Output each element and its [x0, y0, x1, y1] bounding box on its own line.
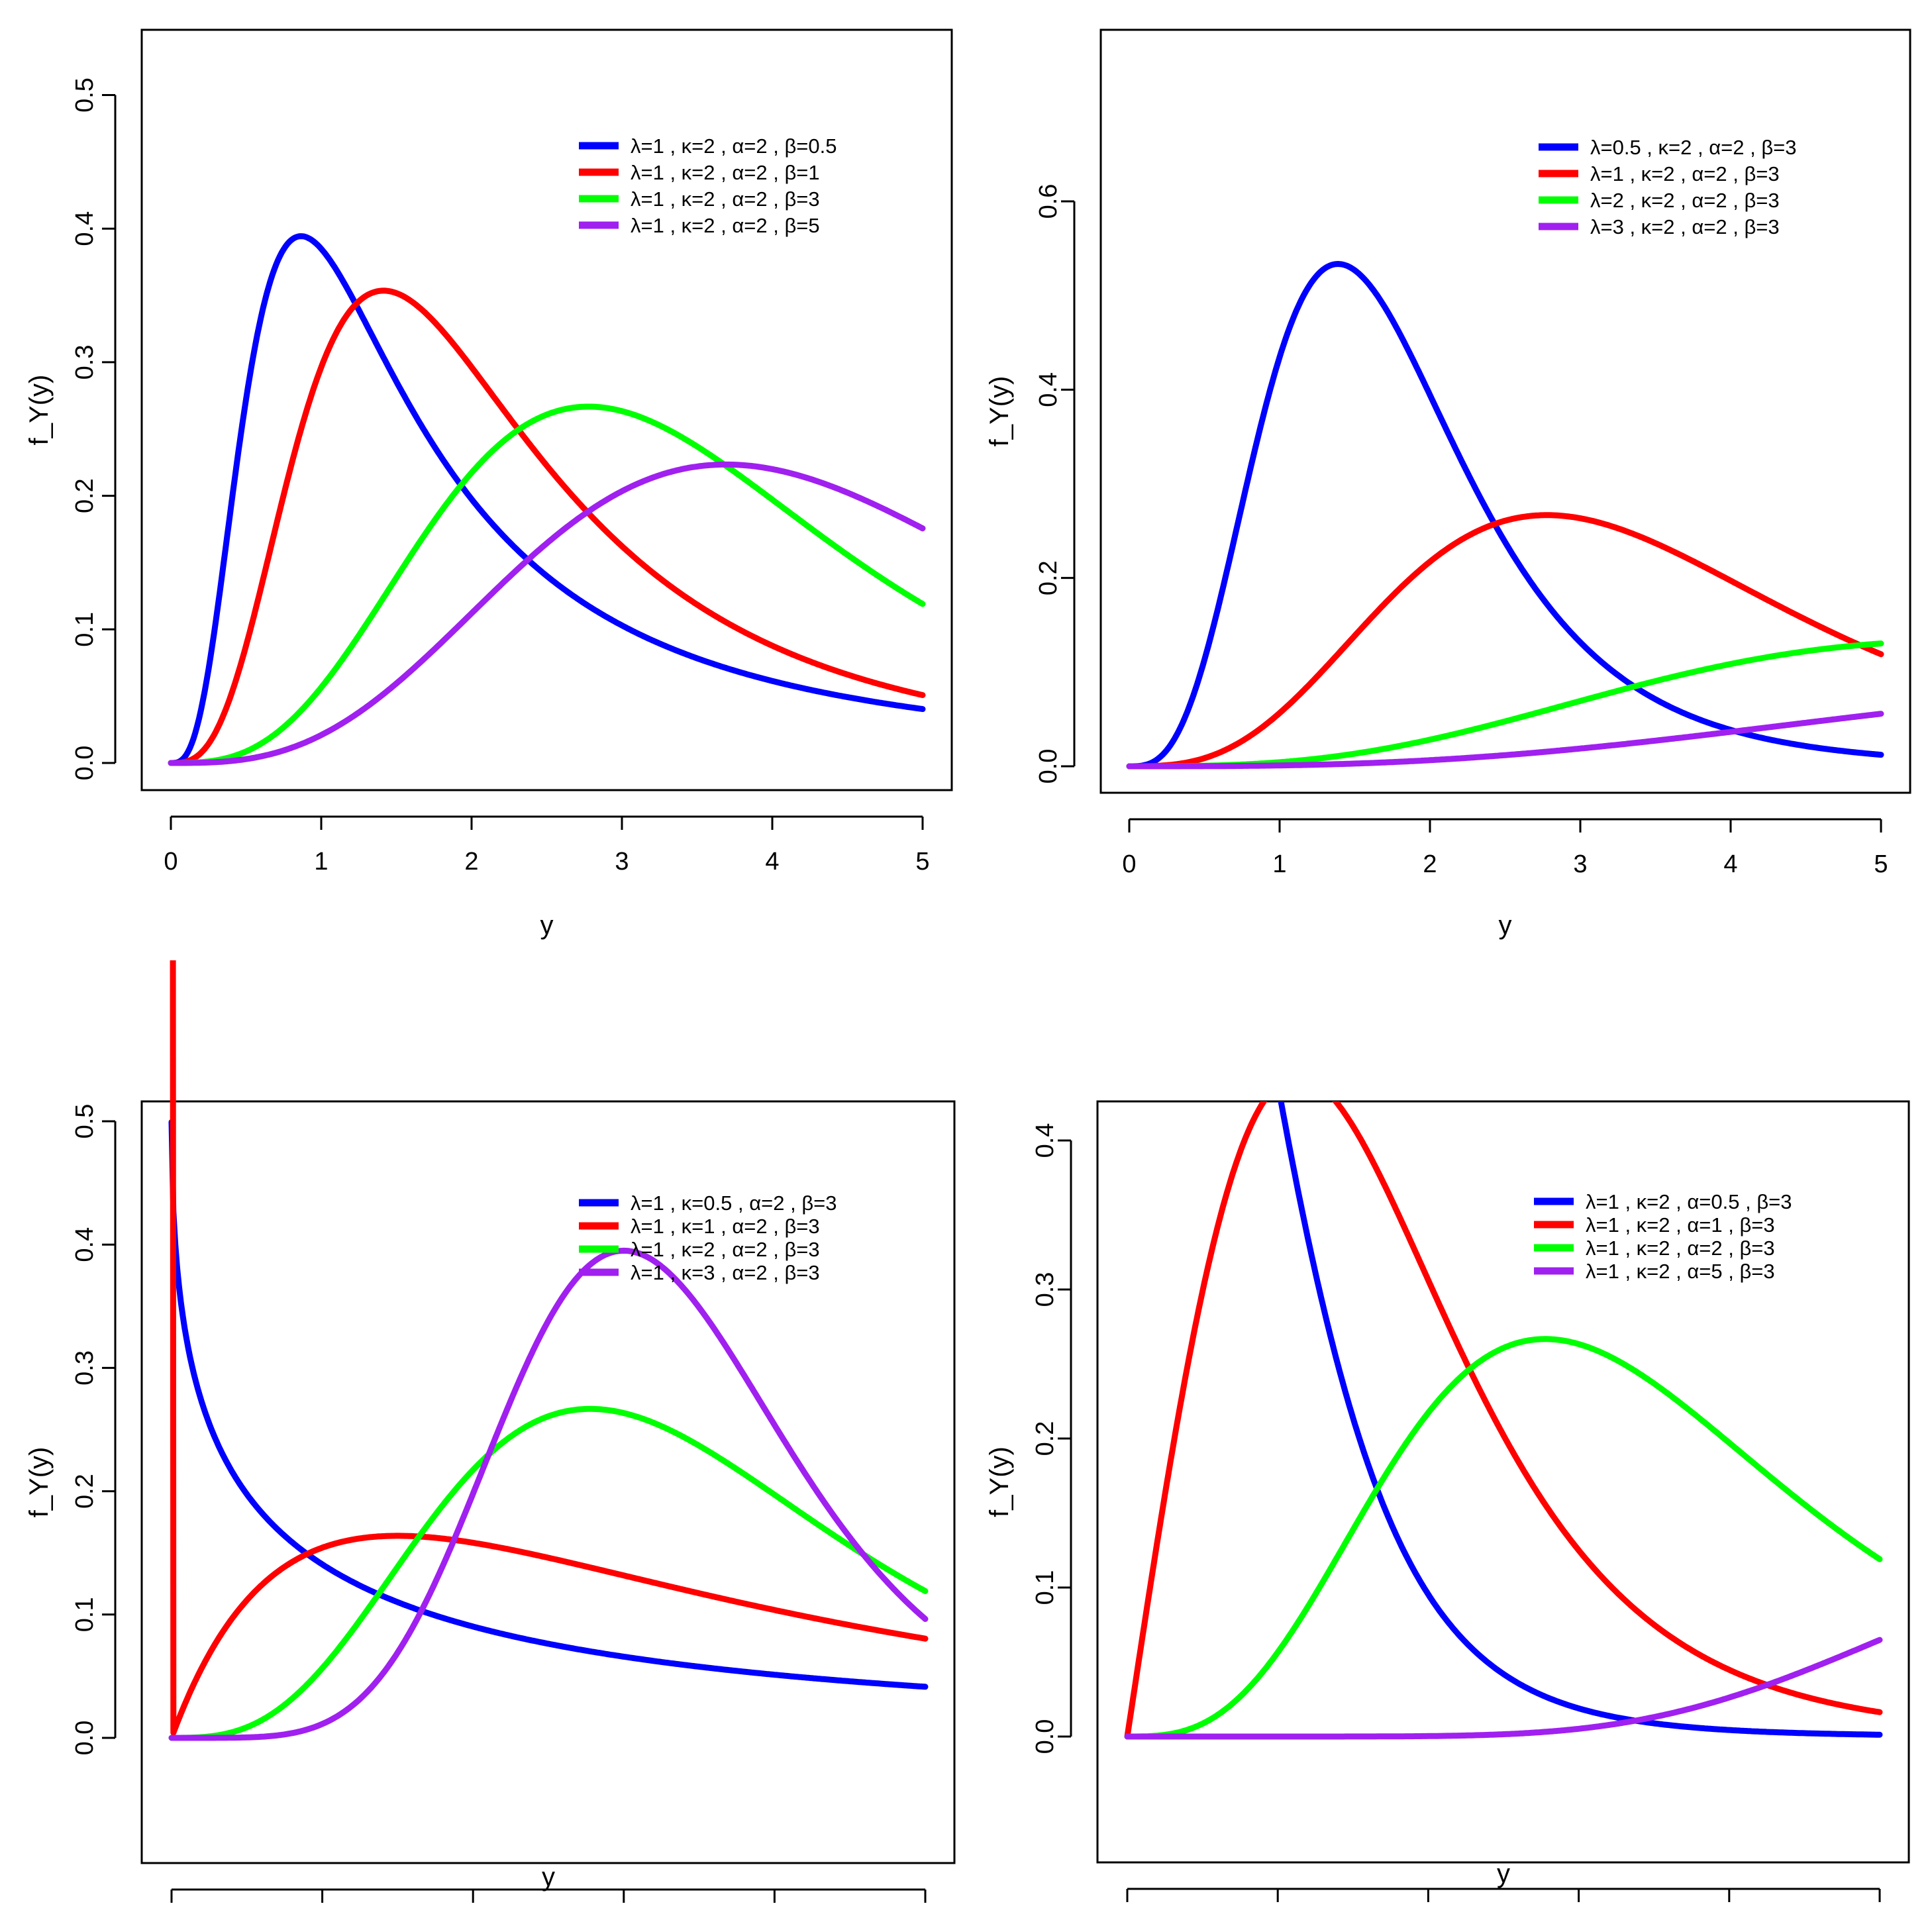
y-tick-label: 0.3 [71, 344, 99, 379]
series-line-2 [168, 287, 926, 766]
x-tick-label: 0 [1122, 850, 1136, 878]
y-tick-label: 0.1 [71, 612, 99, 647]
y-tick-label: 0.5 [71, 77, 99, 113]
x-axis-label: y [540, 911, 554, 940]
plot-frame [1096, 1100, 1910, 1864]
x-tick-label: 3 [1573, 850, 1587, 878]
chart-panel-top-right: 0 1 2 3 4 5 0.0 0.2 0.4 0.6 y f_Y(y) λ=0.5 , κ=2 , α… [985, 28, 1911, 940]
x-axis-label: y [1499, 911, 1512, 940]
legend-label: λ=1 , κ=2 , α=2 , β=3 [1590, 162, 1780, 185]
legend-label: λ=1 , κ=2 , α=0.5 , β=3 [1586, 1190, 1792, 1213]
series-line-1 [1126, 261, 1884, 770]
chart-panel-top-left: 0 1 2 3 4 5 0.0 0.1 0.2 0.3 0.4 0.5 y f_Y(y) λ=1 , κ=2… [25, 28, 953, 940]
x-tick-label: 2 [464, 848, 478, 876]
x-axis-label: y [542, 1862, 555, 1892]
series-line-1 [1278, 1101, 1883, 1738]
x-tick-label: 3 [615, 848, 629, 876]
series-line-2 [1126, 512, 1884, 770]
legend: λ=0.5 , κ=2 , α=2 , β=3 λ=1 , κ=2 , α=2 ,… [1539, 136, 1797, 238]
y-tick-label: 0.2 [1035, 560, 1062, 595]
y-tick-label: 0.1 [1031, 1570, 1059, 1605]
y-tick-label: 0.5 [71, 1104, 99, 1139]
series-line-3 [1124, 1336, 1883, 1740]
series-line-3 [168, 1405, 929, 1741]
x-tick-label: 4 [1723, 850, 1737, 878]
x-axis-label: y [1497, 1859, 1510, 1888]
series-line-1 [168, 233, 926, 766]
x-tick-label: 1 [1272, 850, 1286, 878]
legend-label: λ=3 , κ=2 , α=2 , β=3 [1590, 215, 1780, 238]
legend-label: λ=1 , κ=2 , α=2 , β=1 [631, 161, 820, 184]
y-tick-label: 0.0 [71, 1721, 99, 1756]
legend-label: λ=1 , κ=1 , α=2 , β=3 [631, 1215, 820, 1238]
legend-label: λ=2 , κ=2 , α=2 , β=3 [1590, 189, 1780, 212]
series-line-2 [1124, 1101, 1883, 1740]
plot-frame [140, 28, 953, 791]
y-tick-label: 0.4 [1031, 1123, 1059, 1158]
y-tick-label: 0.2 [1031, 1421, 1059, 1456]
y-tick-label: 0.4 [71, 1227, 99, 1262]
series-line-4 [168, 461, 926, 766]
y-tick-label: 0.4 [71, 211, 99, 246]
y-tick-label: 0.1 [71, 1597, 99, 1632]
y-tick-label: 0.3 [1031, 1272, 1059, 1307]
x-tick-label: 4 [765, 848, 779, 876]
y-tick-label: 0.0 [71, 746, 99, 781]
y-axis-label: f_Y(y) [985, 376, 1014, 447]
y-axis-label: f_Y(y) [25, 375, 54, 446]
x-tick-label: 5 [1874, 850, 1888, 878]
legend: λ=1 , κ=0.5 , α=2 , β=3λ=1 , κ=1 , α=2 ,… [579, 1191, 837, 1284]
series-line-1 [168, 1119, 929, 1690]
x-tick-label: 2 [1423, 850, 1437, 878]
legend-label: λ=1 , κ=3 , α=2 , β=3 [631, 1261, 820, 1284]
legend-label: λ=1 , κ=2 , α=1 , β=3 [1586, 1213, 1775, 1237]
series-line-4 [168, 1247, 929, 1741]
plot-frame [140, 1100, 956, 1864]
series-line-3 [168, 403, 926, 766]
y-tick-label: 0.0 [1031, 1719, 1059, 1754]
legend: λ=1 , κ=2 , α=0.5 , β=3λ=1 , κ=2 , α=1 ,… [1534, 1190, 1792, 1283]
legend: λ=1 , κ=2 , α=2 , β=0.5 λ=1 , κ=2 , α=2 ,… [579, 134, 837, 237]
legend-label: λ=1 , κ=2 , α=5 , β=3 [1586, 1260, 1775, 1283]
legend-label: λ=1 , κ=2 , α=2 , β=3 [631, 1238, 820, 1261]
legend-label: λ=1 , κ=0.5 , α=2 , β=3 [631, 1191, 837, 1215]
series-line-2 [170, 960, 929, 1736]
y-tick-label: 0.2 [71, 478, 99, 513]
legend-label: λ=0.5 , κ=2 , α=2 , β=3 [1590, 136, 1797, 159]
legend-label: λ=1 , κ=2 , α=2 , β=0.5 [631, 134, 837, 158]
y-tick-label: 0.4 [1035, 372, 1062, 407]
legend-label: λ=1 , κ=2 , α=2 , β=5 [631, 214, 820, 237]
y-tick-label: 0.0 [1035, 749, 1062, 784]
legend-label: λ=1 , κ=2 , α=2 , β=3 [1586, 1237, 1775, 1260]
series-line-4 [1124, 1637, 1883, 1740]
x-tick-label: 1 [314, 848, 328, 876]
series-line-4 [1126, 711, 1884, 770]
plot-frame [1099, 28, 1911, 794]
y-tick-label: 0.2 [71, 1474, 99, 1509]
x-tick-label: 5 [915, 848, 929, 876]
y-axis-label: f_Y(y) [985, 1446, 1014, 1517]
y-tick-label: 0.3 [71, 1350, 99, 1386]
legend-label: λ=1 , κ=2 , α=2 , β=3 [631, 187, 820, 211]
y-axis-label: f_Y(y) [25, 1447, 54, 1518]
x-tick-label: 0 [164, 848, 178, 876]
y-tick-label: 0.6 [1035, 184, 1062, 219]
